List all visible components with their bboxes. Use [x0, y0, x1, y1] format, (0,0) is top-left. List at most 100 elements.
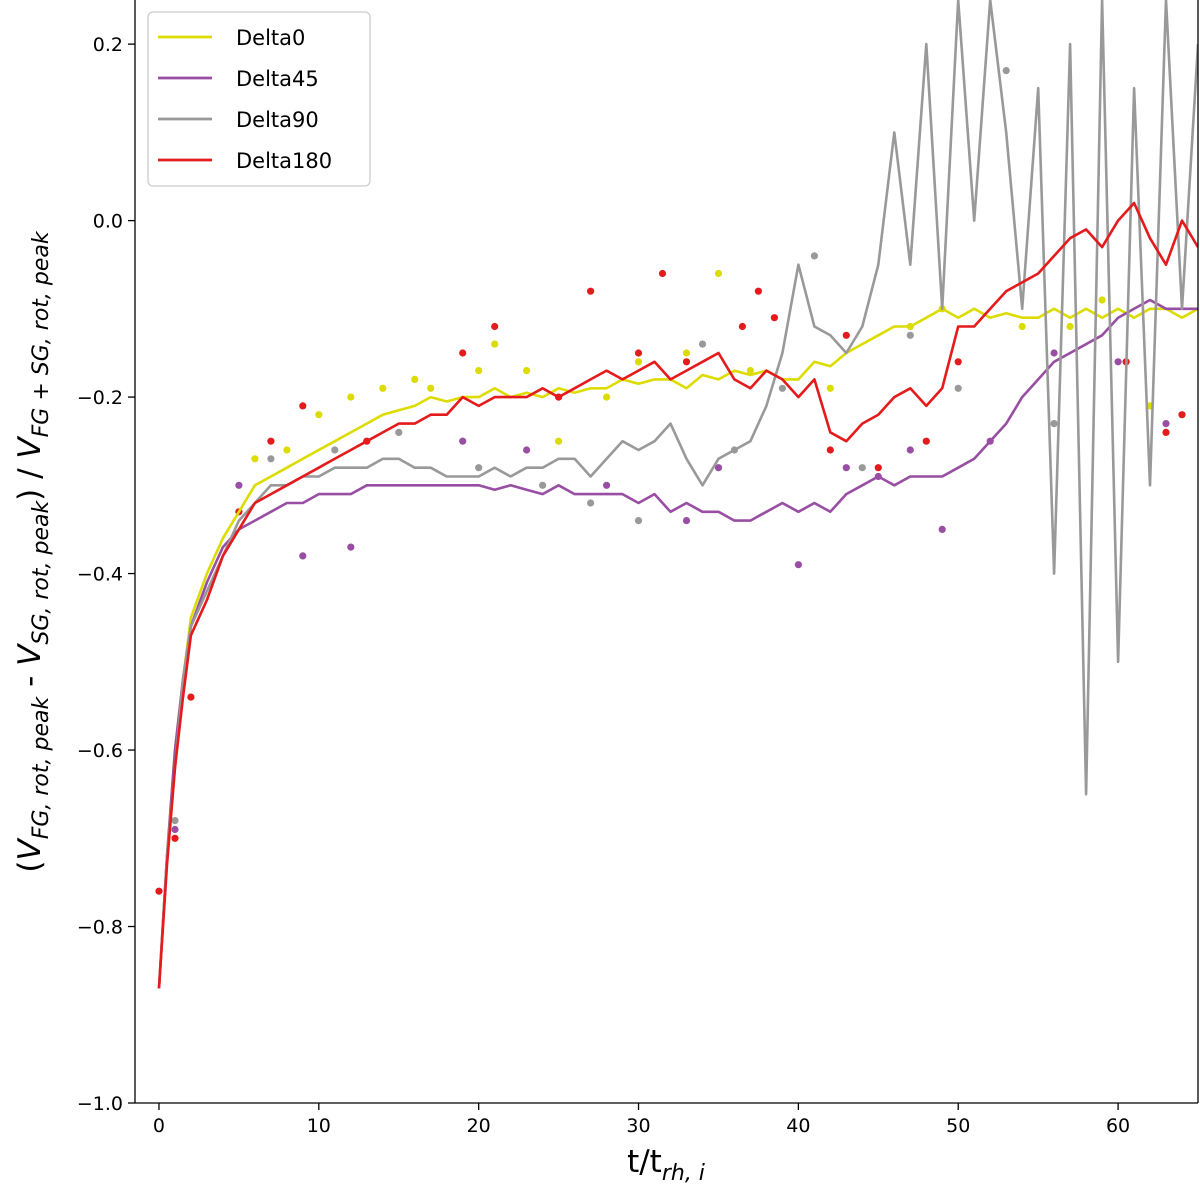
y-tick-label: −0.8 [77, 917, 123, 939]
scatter-point [1050, 420, 1058, 428]
x-tick-label: 0 [153, 1115, 165, 1137]
y-axis-title-v1: V [12, 837, 48, 861]
y-axis-title-s3: FG + SG, rot, peak [29, 230, 54, 437]
scatter-delta180 [155, 269, 1186, 895]
y-axis-title-s2: SG, rot, peak [29, 500, 54, 645]
scatter-point [603, 481, 611, 489]
scatter-point [379, 384, 387, 392]
scatter-point [954, 384, 962, 392]
x-tick-label: 10 [307, 1115, 331, 1137]
scatter-point [954, 358, 962, 366]
y-tick-label: −0.4 [77, 564, 123, 586]
scatter-point [267, 455, 275, 463]
scatter-point [842, 464, 850, 472]
scatter-point [315, 411, 323, 419]
legend-item-delta90: Delta90 [158, 108, 319, 132]
legend-label: Delta90 [236, 108, 319, 132]
scatter-point [587, 499, 595, 507]
legend-frame [147, 11, 371, 187]
x-axis-title-main: t/t [627, 1144, 662, 1180]
scatter-point [1162, 428, 1170, 436]
legend-item-delta45: Delta45 [158, 67, 319, 91]
legend: Delta0 Delta45 Delta90 Delta180 [147, 11, 371, 187]
scatter-point [171, 817, 179, 825]
scatter-point [810, 252, 819, 260]
scatter-point [858, 464, 866, 472]
scatter-point [523, 367, 531, 375]
scatter-point [475, 464, 483, 472]
scatter-point [1114, 358, 1122, 366]
scatter-point [682, 517, 691, 525]
scatter-point [555, 437, 563, 445]
scatter-point [411, 375, 419, 383]
scatter-point [906, 331, 914, 339]
y-axis-title-v2: V [12, 642, 48, 666]
series-line-delta0 [157, 307, 1198, 989]
scatter-point [794, 561, 803, 569]
y-tick-label: −0.6 [77, 740, 123, 762]
series-line-delta180 [157, 201, 1198, 989]
scatter-point [1162, 420, 1170, 428]
scatter-point [491, 340, 499, 348]
x-tick-label: 50 [946, 1115, 970, 1137]
scatter-point [826, 384, 834, 392]
scatter-point [171, 834, 179, 842]
legend-item-delta180: Delta180 [158, 149, 332, 173]
scatter-point [698, 340, 707, 348]
scatter-point [906, 446, 914, 454]
scatter-point [155, 887, 163, 895]
scatter-point [634, 517, 643, 525]
scatter-point [299, 552, 307, 560]
scatter-delta45 [171, 349, 1170, 834]
y-axis-title-mid: - [12, 666, 48, 697]
y-axis-title: (VFG, rot, peak - VSG, rot, peak) / VFG … [12, 230, 54, 873]
scatter-point [874, 464, 882, 472]
scatter-point [475, 367, 483, 375]
scatter-point [347, 543, 355, 551]
y-tick-label: 0.2 [93, 34, 123, 56]
y-tick-label: −1.0 [77, 1093, 123, 1115]
y-axis-title-open: ( [12, 861, 48, 873]
scatter-delta0 [171, 269, 1154, 842]
y-axis-title-s1: FG, rot, peak [29, 696, 54, 840]
scatter-point [299, 402, 307, 410]
scatter-point [283, 446, 291, 454]
scatter-point [714, 464, 723, 472]
scatter-point [938, 525, 946, 534]
scatter-point [746, 367, 755, 375]
x-tick-label: 60 [1106, 1115, 1130, 1137]
scatter-point [826, 446, 834, 454]
scatter-point [1050, 349, 1058, 357]
scatter-point [395, 428, 403, 436]
axes-layer [134, 0, 1199, 1104]
scatter-delta90 [171, 67, 1058, 825]
scatter-point [754, 287, 763, 295]
scatter-point [235, 481, 243, 489]
x-axis-title: t/trh, i [627, 1144, 705, 1186]
y-axis-title-v3: V [12, 435, 48, 459]
scatter-point [1018, 322, 1026, 331]
scatter-point [427, 384, 435, 392]
y-tick-label: 0.0 [93, 211, 123, 233]
legend-label: Delta45 [236, 67, 319, 91]
x-tick-label: 20 [467, 1115, 491, 1137]
scatter-point [603, 393, 611, 401]
legend-label: Delta180 [236, 149, 332, 173]
scatter-point [922, 437, 930, 445]
scatter-point [331, 446, 339, 454]
scatter-point [171, 825, 179, 834]
scatter-point [682, 358, 691, 366]
scatter-point [658, 269, 667, 278]
x-axis-title-sub: rh, i [662, 1161, 705, 1186]
scatter-point [1066, 322, 1074, 331]
scatter-point [523, 446, 531, 454]
scatter-point [634, 349, 643, 357]
y-axis-title-close: ) / [12, 459, 48, 501]
series-line-delta45 [157, 298, 1198, 989]
scatter-point [1178, 411, 1186, 419]
scatter-point [714, 269, 723, 278]
scatter-point [187, 693, 195, 701]
scatter-point [778, 384, 787, 392]
y-tick-label: −0.2 [77, 387, 123, 409]
